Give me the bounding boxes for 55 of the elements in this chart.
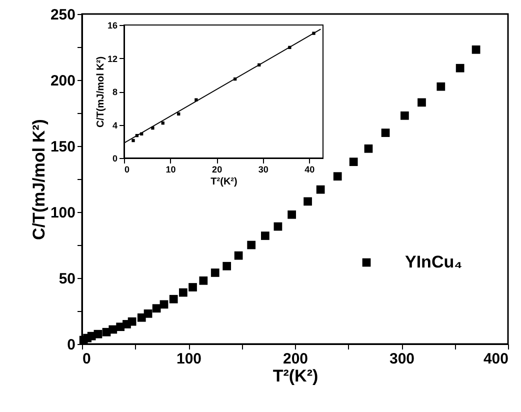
point: [333, 172, 342, 181]
point: [210, 268, 220, 277]
point: [247, 240, 256, 250]
point: [349, 158, 358, 166]
point: [234, 251, 243, 260]
y-tick-label: 50: [58, 270, 76, 288]
x-tick-label: 400: [483, 350, 508, 368]
x-axis-title: T²(K²): [272, 366, 318, 386]
point: [400, 111, 409, 120]
point: [199, 276, 208, 285]
y-axis-title: C/T(mJ/mol K²): [29, 119, 48, 240]
y-tick-label: 4: [112, 120, 118, 130]
point: [260, 232, 270, 240]
point: [304, 197, 312, 206]
point: [472, 45, 480, 54]
x-tick-label: 20: [212, 164, 222, 174]
point: [364, 144, 373, 153]
point: [128, 317, 136, 326]
y-tick-label: 150: [50, 138, 76, 156]
y-tick-label: 12: [107, 54, 118, 64]
legend-label: YInCu₄: [405, 252, 462, 272]
x-axis-title: T²(K²): [210, 176, 238, 188]
point: [160, 300, 168, 309]
y-tick-label: 0: [112, 154, 118, 164]
point: [418, 98, 426, 107]
point: [288, 210, 296, 219]
point: [381, 128, 390, 137]
point: [132, 138, 135, 142]
y-tick-label: 200: [50, 72, 76, 90]
y-tick-label: 8: [112, 87, 118, 97]
x-tick-label: 40: [304, 164, 315, 174]
y-tick-label: 100: [50, 204, 76, 222]
y-tick-label: 250: [50, 6, 76, 24]
point: [274, 222, 282, 231]
x-tick-label: 300: [389, 350, 415, 368]
x-tick-label: 100: [176, 350, 202, 368]
y-tick-label: 16: [107, 20, 118, 30]
y-tick-label: 0: [67, 336, 76, 354]
point: [316, 185, 325, 194]
point: [194, 98, 198, 102]
point: [94, 330, 102, 338]
y-axis-title: C/T(mJ/mol K²): [95, 56, 106, 128]
point: [144, 309, 152, 318]
point: [436, 82, 446, 91]
point: [178, 288, 188, 297]
x-tick-label: 0: [124, 164, 130, 174]
x-tick-label: 0: [82, 350, 91, 368]
x-tick-label: 200: [282, 350, 308, 368]
point: [222, 262, 232, 270]
point: [188, 283, 197, 292]
x-tick-label: 10: [166, 164, 176, 174]
point: [456, 64, 464, 72]
point: [152, 304, 161, 313]
x-tick-label: 30: [258, 164, 268, 174]
point: [169, 294, 178, 304]
